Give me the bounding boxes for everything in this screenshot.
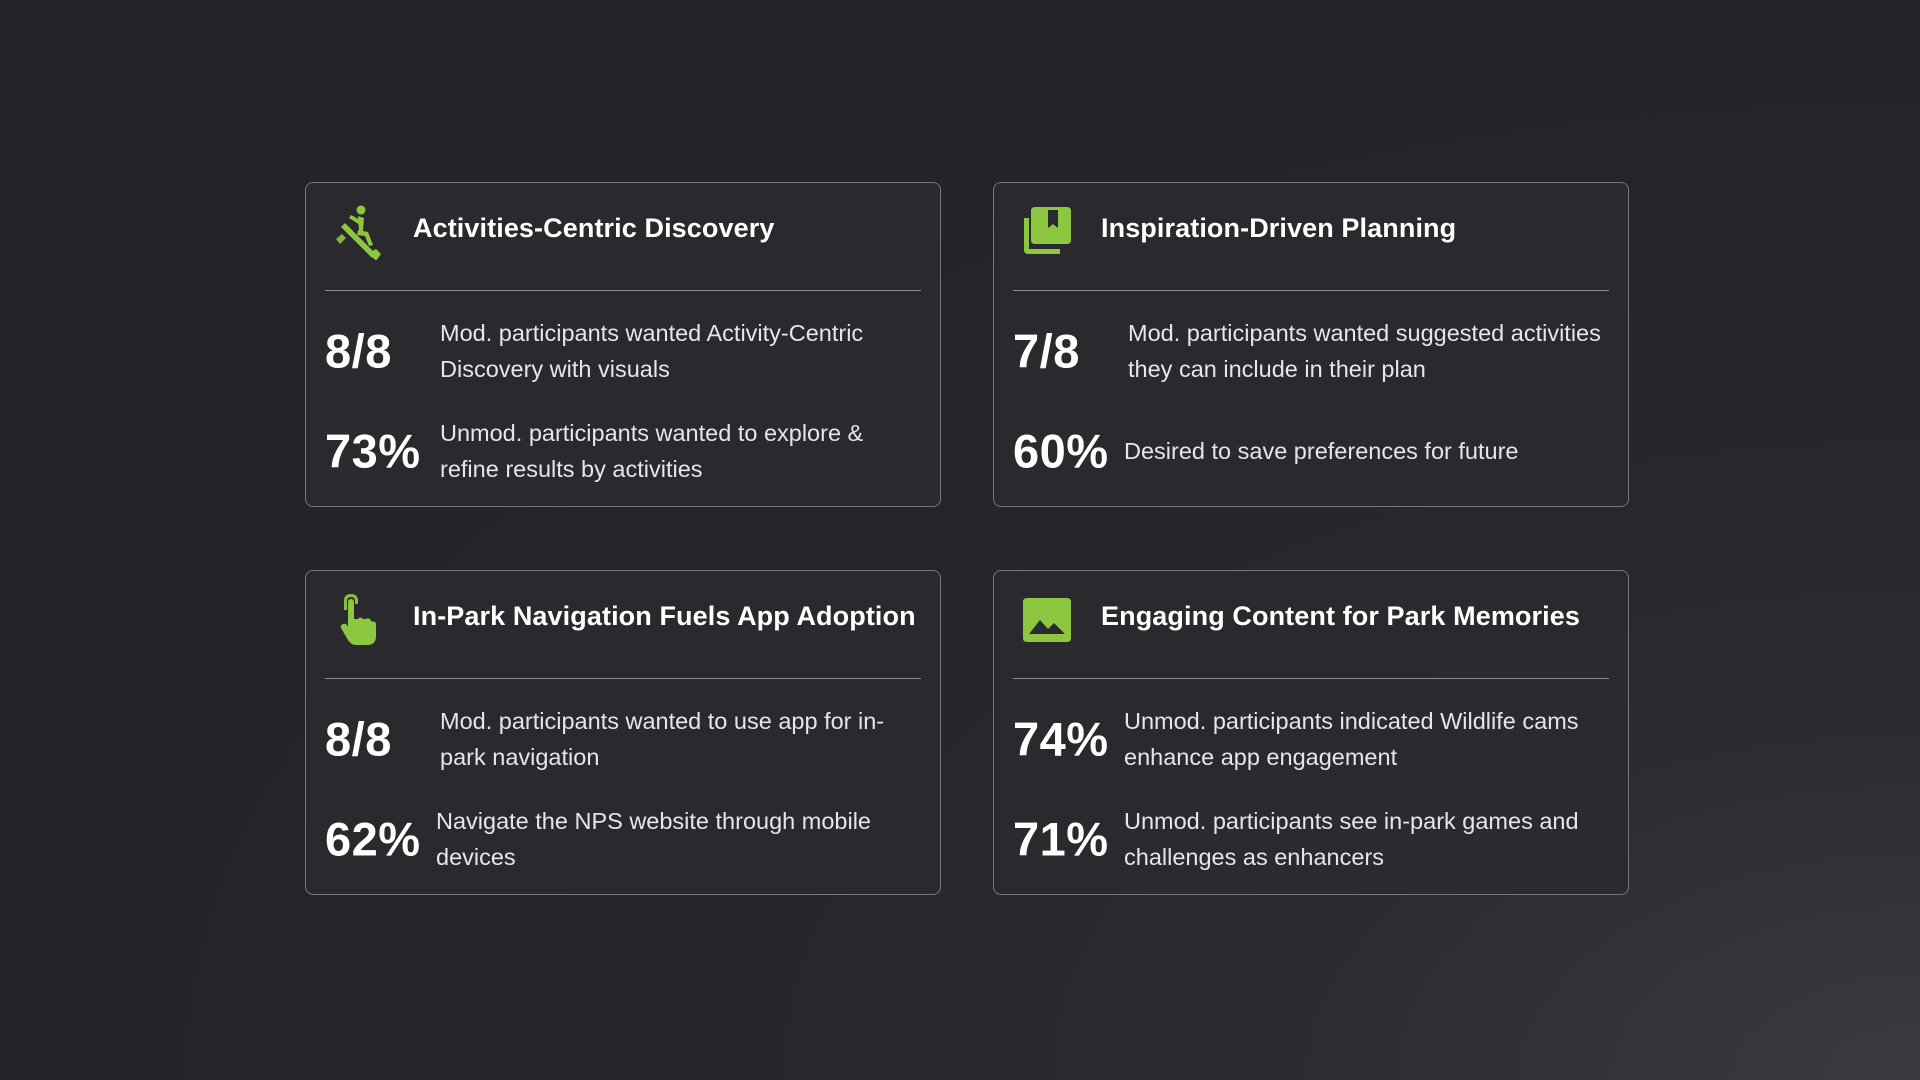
stat-value: 74% <box>1013 712 1109 766</box>
insight-card-in-park-navigation: In-Park Navigation Fuels App Adoption 8/… <box>305 570 941 895</box>
card-title: Activities-Centric Discovery <box>413 213 775 243</box>
stat-description: Unmod. participants indicated Wildlife c… <box>1124 708 1579 770</box>
stat-value: 73% <box>325 424 421 478</box>
image-landscape-icon <box>1020 592 1074 648</box>
card-header: Inspiration-Driven Planning <box>994 183 1628 291</box>
stat-description: Desired to save preferences for future <box>1124 438 1519 464</box>
bookmark-library-icon <box>1020 204 1074 260</box>
stat-description: Mod. participants wanted Activity-Centri… <box>440 320 864 382</box>
stat-row: 62% Navigate the NPS website through mob… <box>325 801 928 877</box>
insight-card-activities-discovery: Activities-Centric Discovery 8/8 Mod. pa… <box>305 182 941 507</box>
insight-card-inspiration-planning: Inspiration-Driven Planning 7/8 Mod. par… <box>993 182 1629 507</box>
stat-value: 7/8 <box>1013 324 1080 378</box>
stat-description: Unmod. participants see in-park games an… <box>1124 808 1579 870</box>
card-header: Engaging Content for Park Memories <box>994 571 1628 679</box>
stat-row: 74% Unmod. participants indicated Wildli… <box>1013 701 1616 777</box>
stat-row: 8/8 Mod. participants wanted to use app … <box>325 701 928 777</box>
card-title: Inspiration-Driven Planning <box>1101 213 1457 243</box>
stat-row: 8/8 Mod. participants wanted Activity-Ce… <box>325 313 928 389</box>
divider <box>1013 678 1609 679</box>
stat-description: Mod. participants wanted to use app for … <box>440 708 885 770</box>
stat-value: 60% <box>1013 424 1109 478</box>
card-header: Activities-Centric Discovery <box>306 183 940 291</box>
stat-row: 60% Desired to save preferences for futu… <box>1013 413 1616 489</box>
touch-pointer-icon <box>332 592 386 648</box>
stat-description: Mod. participants wanted suggested activ… <box>1128 320 1601 382</box>
card-header: In-Park Navigation Fuels App Adoption <box>306 571 940 679</box>
stat-value: 8/8 <box>325 324 392 378</box>
stat-row: 73% Unmod. participants wanted to explor… <box>325 413 928 489</box>
stat-value: 62% <box>325 812 421 866</box>
card-title: Engaging Content for Park Memories <box>1101 601 1580 631</box>
stat-row: 7/8 Mod. participants wanted suggested a… <box>1013 313 1616 389</box>
stat-value: 71% <box>1013 812 1109 866</box>
person-rowing-icon <box>332 204 386 260</box>
divider <box>325 290 921 291</box>
divider <box>1013 290 1609 291</box>
stat-description: Unmod. participants wanted to explore & … <box>440 420 864 482</box>
stat-row: 71% Unmod. participants see in-park game… <box>1013 801 1616 877</box>
stat-description: Navigate the NPS website through mobile … <box>436 808 871 870</box>
stat-value: 8/8 <box>325 712 392 766</box>
divider <box>325 678 921 679</box>
insight-card-engaging-content: Engaging Content for Park Memories 74% U… <box>993 570 1629 895</box>
card-title: In-Park Navigation Fuels App Adoption <box>413 601 916 631</box>
